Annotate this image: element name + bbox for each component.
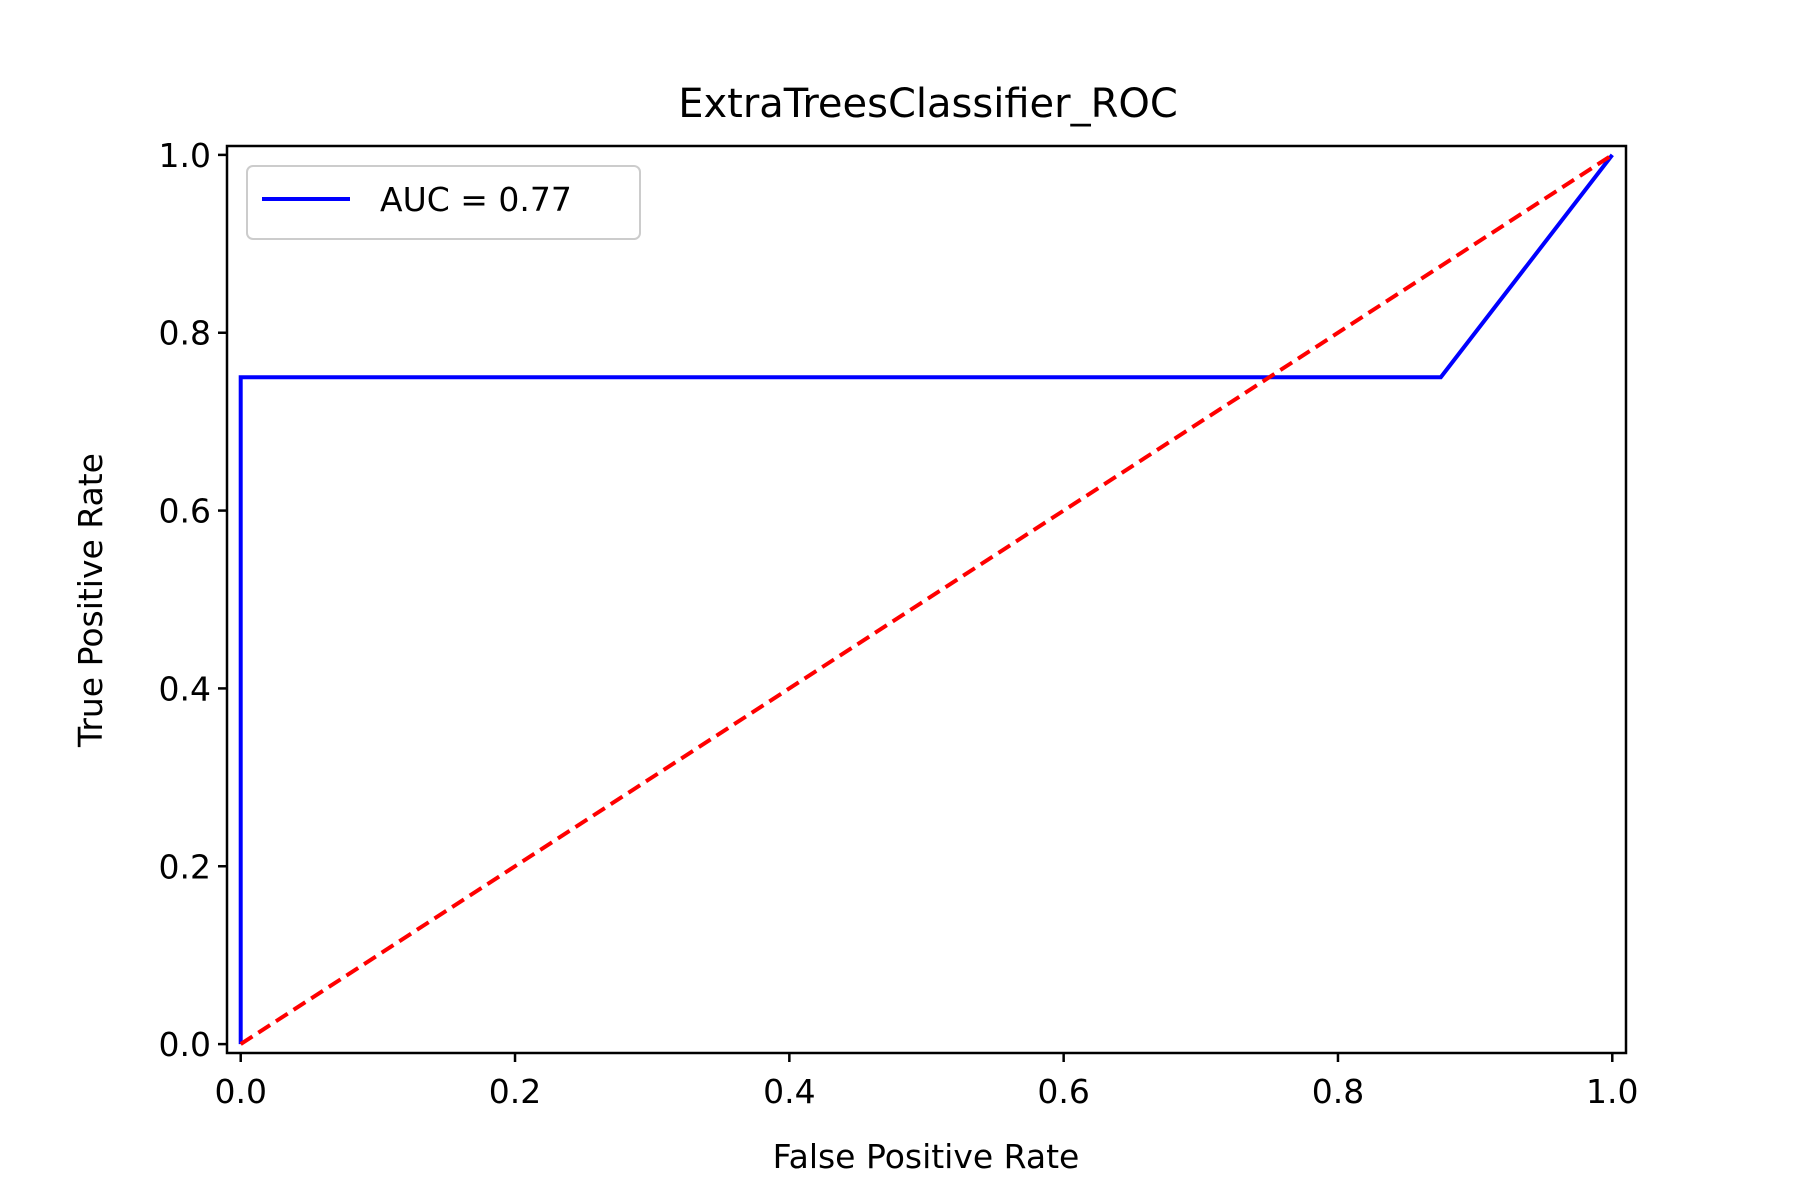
- x-tick-label: 1.0: [1586, 1072, 1638, 1111]
- chart-title: ExtraTreesClassifier_ROC: [678, 81, 1178, 127]
- y-axis-label: True Positive Rate: [71, 453, 110, 748]
- x-axis-label: False Positive Rate: [773, 1137, 1080, 1176]
- roc-curve-line: [238, 153, 1614, 1045]
- x-tick-label: 0.2: [489, 1072, 541, 1111]
- plot-series-group: [238, 153, 1614, 1046]
- x-tick-label: 0.8: [1312, 1072, 1364, 1111]
- legend-box: [246, 165, 641, 240]
- y-tick-label: 0.6: [159, 492, 211, 531]
- x-axis-ticks: 0.0 0.2 0.4 0.6 0.8 1.0: [214, 1053, 1639, 1111]
- x-tick-label: 0.6: [1037, 1072, 1089, 1111]
- y-tick-label: 1.0: [159, 136, 211, 175]
- legend: AUC = 0.77: [246, 165, 641, 240]
- axes-frame: [225, 144, 1628, 1055]
- x-tick-label: 0.0: [214, 1072, 266, 1111]
- y-tick-label: 0.8: [159, 314, 211, 353]
- y-tick-label: 0.0: [159, 1025, 211, 1064]
- y-tick-label: 0.2: [159, 847, 211, 886]
- y-axis-ticks: 0.0 0.2 0.4 0.6 0.8 1.0: [159, 136, 227, 1064]
- legend-label-auc: AUC = 0.77: [380, 180, 572, 219]
- y-tick-label: 0.4: [159, 669, 211, 708]
- x-tick-label: 0.4: [763, 1072, 815, 1111]
